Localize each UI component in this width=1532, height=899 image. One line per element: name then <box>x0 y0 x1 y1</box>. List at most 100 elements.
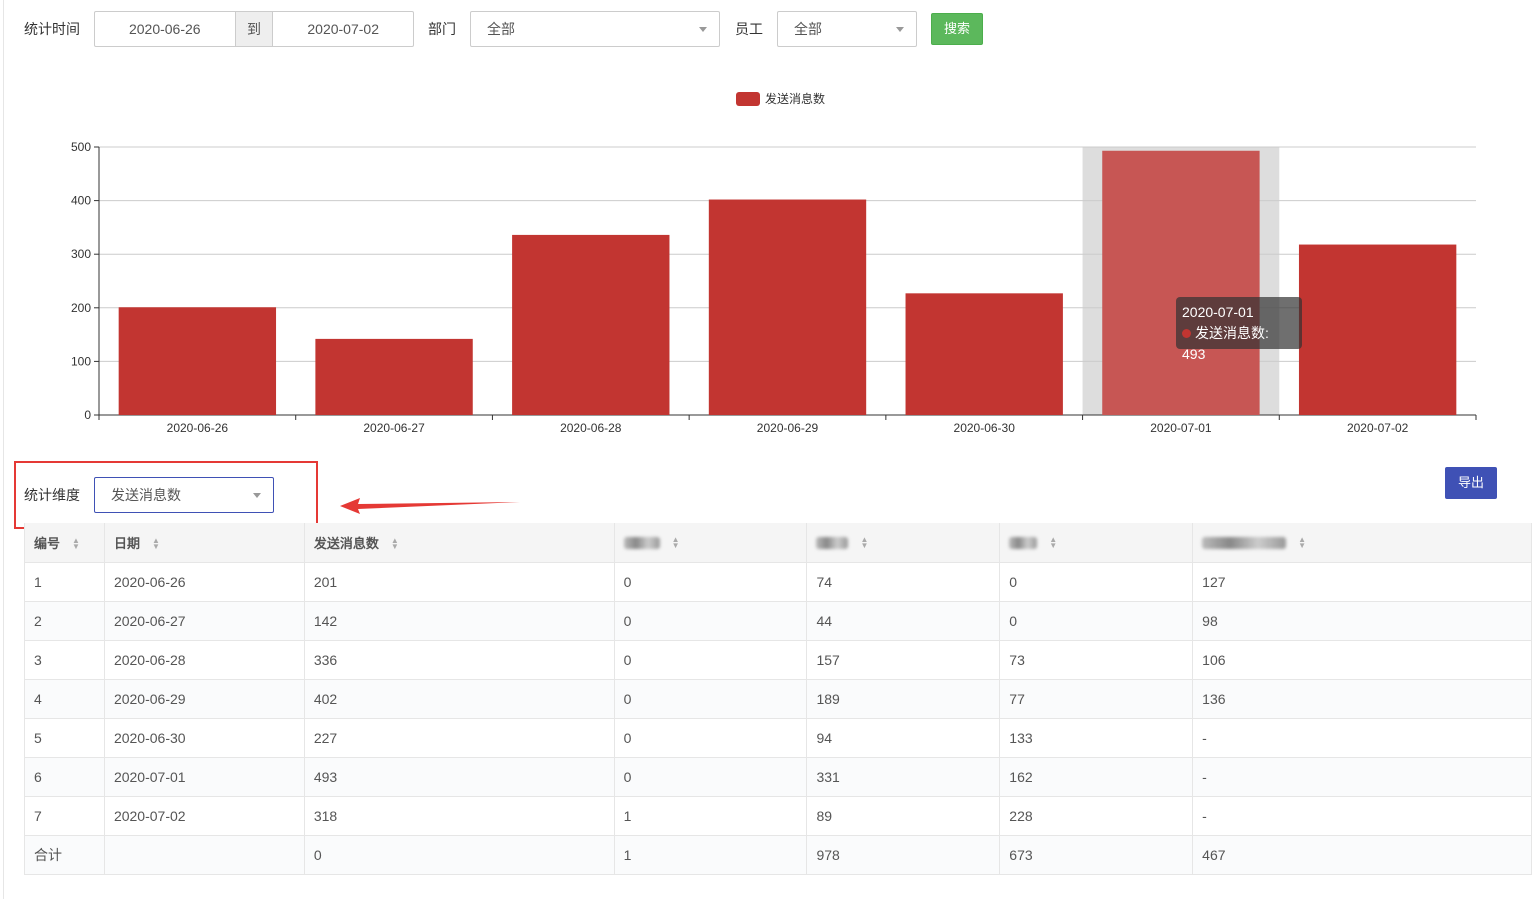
table-header-row: 编号 ▲ ▼ 日期 ▲ ▼ 发送消息数 ▲ ▼ ▲ ▼ ▲ ▼ ▲ ▼ ▲ ▼ <box>24 523 1532 563</box>
table-cell: 1 <box>614 796 808 836</box>
table-cell: 1 <box>614 835 808 875</box>
table-cell: 0 <box>614 601 808 641</box>
table-cell: 467 <box>1192 835 1532 875</box>
table-cell: 493 <box>304 757 615 797</box>
table-cell: 0 <box>614 718 808 758</box>
dept-select-value: 全部 <box>487 21 515 37</box>
col-header-sent[interactable]: 发送消息数 ▲ ▼ <box>304 523 615 563</box>
time-label: 统计时间 <box>24 21 80 37</box>
staff-select[interactable]: 全部 <box>777 11 917 47</box>
table-cell: 189 <box>806 679 1001 719</box>
table-cell: 6 <box>24 757 105 797</box>
bar <box>905 293 1063 415</box>
table-cell: 318 <box>304 796 615 836</box>
table-cell: 2020-06-28 <box>104 640 305 680</box>
table-cell: 5 <box>24 718 105 758</box>
x-tick-label: 2020-07-02 <box>1347 421 1409 435</box>
blurred-header-text <box>623 537 660 550</box>
y-tick-label: 500 <box>71 140 91 154</box>
legend-label: 发送消息数 <box>765 91 825 106</box>
table-cell <box>104 835 305 875</box>
table-cell: 0 <box>614 640 808 680</box>
tooltip-title: 2020-07-01 <box>1182 304 1254 320</box>
table-cell: 133 <box>999 718 1194 758</box>
dept-select[interactable]: 全部 <box>470 11 720 47</box>
x-tick-label: 2020-06-30 <box>954 421 1016 435</box>
table-cell: 4 <box>24 679 105 719</box>
sort-icon[interactable]: ▲ ▼ <box>860 535 869 551</box>
table-cell: 2 <box>24 601 105 641</box>
col-header-blurred-4[interactable]: ▲ ▼ <box>1192 523 1532 563</box>
table-row: 3 2020-06-28 336 0 157 73 106 <box>24 640 1532 680</box>
dimension-select[interactable]: 发送消息数 <box>94 477 274 513</box>
table-cell: 73 <box>999 640 1194 680</box>
table-cell: 136 <box>1192 679 1532 719</box>
series-dot-icon <box>1182 329 1191 338</box>
table-row: 2 2020-06-27 142 0 44 0 98 <box>24 601 1532 641</box>
date-range-picker[interactable]: 2020-06-26 到 2020-07-02 <box>94 11 414 47</box>
legend-swatch <box>736 92 760 106</box>
table-cell: 0 <box>304 835 615 875</box>
chevron-down-icon <box>253 493 261 498</box>
table-cell: 0 <box>614 679 808 719</box>
sort-icon[interactable]: ▲ ▼ <box>72 536 80 552</box>
bar <box>315 338 473 415</box>
table-cell: 2020-06-29 <box>104 679 305 719</box>
chevron-down-icon <box>896 27 904 32</box>
col-header-blurred-1[interactable]: ▲ ▼ <box>614 523 808 563</box>
table-cell: 2020-07-01 <box>104 757 305 797</box>
sort-icon[interactable]: ▲ ▼ <box>1298 535 1307 551</box>
table-cell: 142 <box>304 601 615 641</box>
y-tick-label: 300 <box>71 247 91 261</box>
x-tick-label: 2020-06-27 <box>363 421 425 435</box>
table-cell: 2020-06-26 <box>104 562 305 602</box>
table-cell: - <box>1192 757 1532 797</box>
col-header-date[interactable]: 日期 ▲ ▼ <box>104 523 305 563</box>
table-cell: 978 <box>806 835 1001 875</box>
table-cell: 89 <box>806 796 1001 836</box>
table-cell: 3 <box>24 640 105 680</box>
table-cell: 0 <box>614 757 808 797</box>
col-header-blurred-2[interactable]: ▲ ▼ <box>806 523 1001 563</box>
table-cell: - <box>1192 796 1532 836</box>
x-tick-label: 2020-07-01 <box>1150 421 1212 435</box>
col-header-id[interactable]: 编号 ▲ ▼ <box>24 523 105 563</box>
table-cell: 227 <box>304 718 615 758</box>
y-tick-label: 100 <box>71 354 91 368</box>
date-from-input[interactable]: 2020-06-26 <box>128 21 201 37</box>
table-cell: 合计 <box>24 835 105 875</box>
sort-icon[interactable]: ▲ ▼ <box>390 536 399 552</box>
date-to-input[interactable]: 2020-07-02 <box>307 21 379 37</box>
table-cell: 2020-07-02 <box>104 796 305 836</box>
search-button[interactable]: 搜索 <box>931 13 983 45</box>
y-tick-label: 200 <box>71 301 91 315</box>
table-cell: 0 <box>999 601 1194 641</box>
table-cell: 2020-06-30 <box>104 718 305 758</box>
sort-icon[interactable]: ▲ ▼ <box>1049 535 1058 551</box>
col-header-label: 发送消息数 <box>313 535 379 551</box>
table-row: 5 2020-06-30 227 0 94 133- <box>24 718 1532 758</box>
staff-label: 员工 <box>735 21 763 37</box>
col-header-label: 日期 <box>113 535 140 551</box>
table-cell: 106 <box>1192 640 1532 680</box>
y-tick-label: 0 <box>84 408 91 422</box>
staff-select-value: 全部 <box>794 21 822 37</box>
table-cell: 0 <box>999 562 1194 602</box>
export-button[interactable]: 导出 <box>1445 467 1497 499</box>
table-cell: 127 <box>1192 562 1532 602</box>
bar-chart: 发送消息数 0 100 200 300 400 500 2020-06-26 2020-06-2… <box>71 91 1477 435</box>
sort-icon[interactable]: ▲ ▼ <box>151 536 160 552</box>
table-row: 7 2020-07-02 318 1 89 228- <box>24 796 1532 836</box>
table-cell: 7 <box>24 796 105 836</box>
table-cell: 336 <box>304 640 615 680</box>
x-tick-label: 2020-06-28 <box>560 421 622 435</box>
table-row: 6 2020-07-01 493 0 331 162- <box>24 757 1532 797</box>
table-row: 1 2020-06-26 201 0 74 0 127 <box>24 562 1532 602</box>
bar <box>708 199 867 415</box>
bar <box>1102 150 1260 415</box>
table-cell: 402 <box>304 679 615 719</box>
sort-icon[interactable]: ▲ ▼ <box>671 535 680 551</box>
col-header-blurred-3[interactable]: ▲ ▼ <box>999 523 1194 563</box>
table-cell: 331 <box>806 757 1001 797</box>
stats-table: 编号 ▲ ▼ 日期 ▲ ▼ 发送消息数 ▲ ▼ ▲ ▼ ▲ ▼ ▲ ▼ ▲ ▼ 1 2020-06-2… <box>24 523 1532 875</box>
